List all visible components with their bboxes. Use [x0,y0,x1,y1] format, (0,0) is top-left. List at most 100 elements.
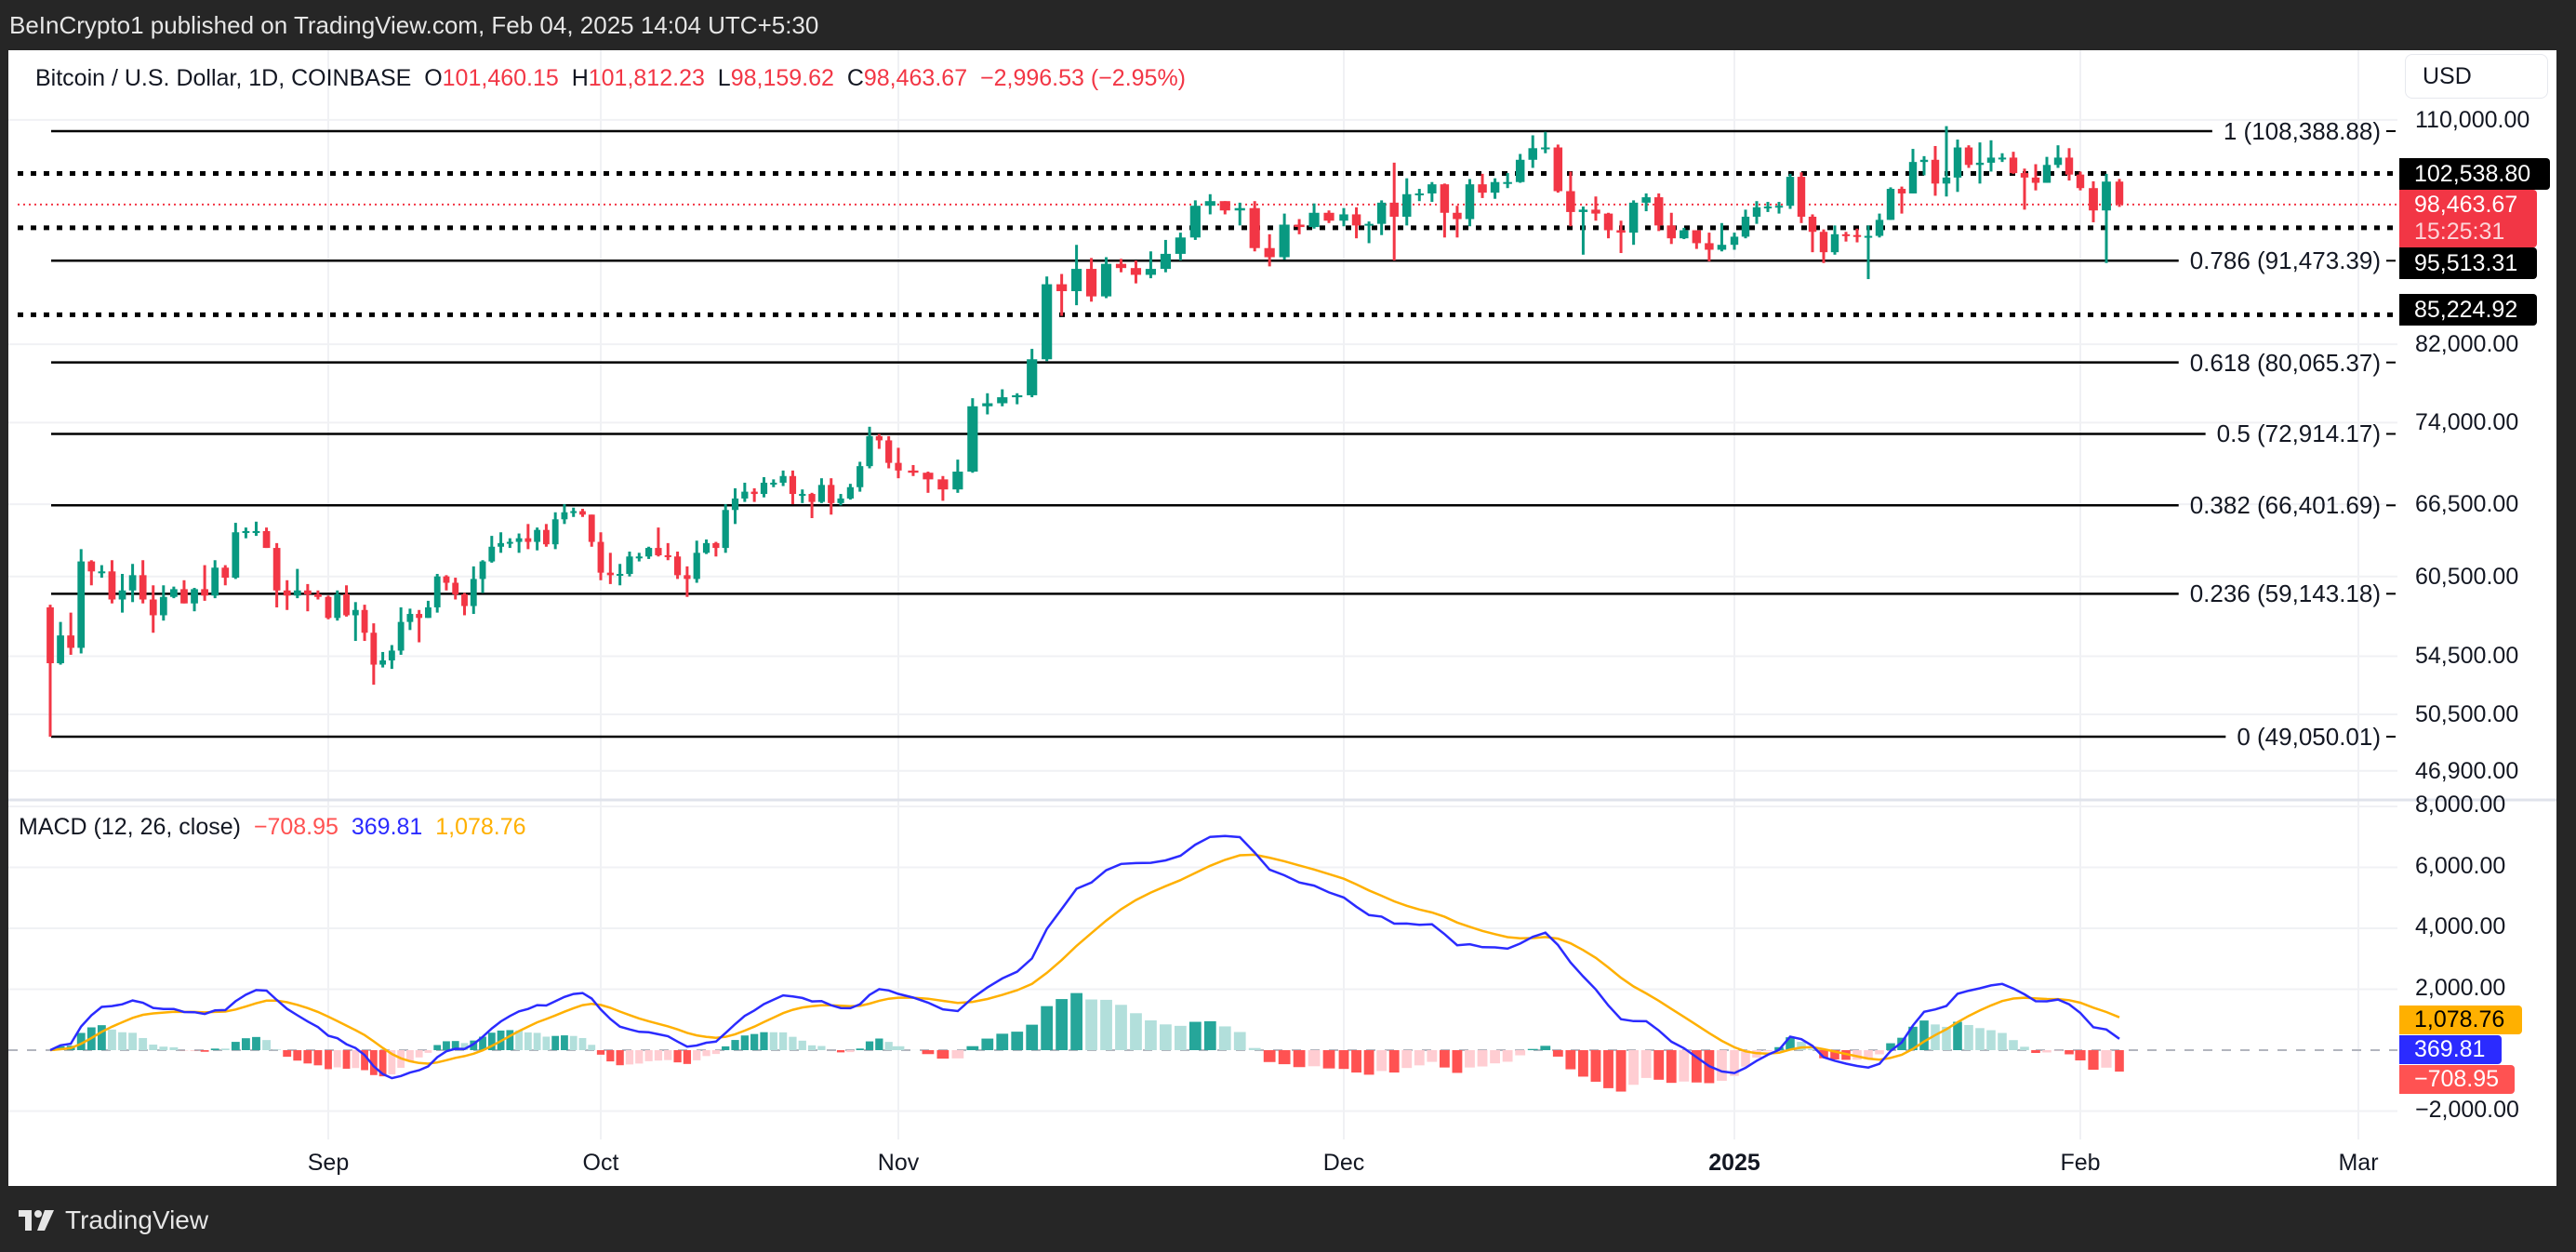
candle[interactable] [846,484,854,500]
candle[interactable] [693,540,700,583]
candle[interactable] [561,504,568,525]
candle[interactable] [1402,178,1412,226]
candle[interactable] [262,527,271,549]
candle[interactable] [731,487,739,525]
candle[interactable] [149,585,157,633]
candle[interactable] [606,553,614,584]
candle[interactable] [1042,276,1053,362]
candle[interactable] [1852,228,1862,243]
candle[interactable] [1603,212,1613,239]
hline-price-label-1[interactable]: 102,538.80 [2399,158,2550,190]
candle[interactable] [1641,193,1651,212]
candle[interactable] [1841,232,1851,242]
candle[interactable] [498,532,504,553]
candle[interactable] [2089,180,2098,222]
candle[interactable] [272,542,281,607]
candle[interactable] [551,512,559,550]
candle[interactable] [808,492,816,519]
candle[interactable] [221,565,230,586]
candle[interactable] [1453,206,1462,238]
candle[interactable] [997,389,1008,406]
candle[interactable] [875,433,883,449]
candle[interactable] [1528,135,1537,168]
candle[interactable] [1797,172,1806,223]
candle[interactable] [1553,144,1563,193]
candle[interactable] [325,595,332,619]
candle[interactable] [1808,214,1817,253]
candle[interactable] [937,475,949,501]
candle[interactable] [1998,153,2007,163]
candle[interactable] [128,564,137,603]
candle[interactable] [1351,206,1361,239]
candle[interactable] [1717,222,1727,252]
candle[interactable] [1741,209,1750,239]
candle[interactable] [1919,155,1929,176]
candle[interactable] [1986,140,1996,172]
candle[interactable] [108,560,116,604]
candle[interactable] [361,605,368,642]
candle[interactable] [856,461,864,492]
candle[interactable] [1875,213,1884,238]
candle[interactable] [1308,203,1320,229]
candle[interactable] [433,574,441,613]
candle[interactable] [343,585,350,617]
candle[interactable] [684,566,691,597]
candle[interactable] [645,546,653,559]
candle[interactable] [1964,145,1973,168]
candle[interactable] [397,606,405,655]
candle[interactable] [967,398,978,473]
candle[interactable] [470,566,477,615]
candle[interactable] [542,524,550,547]
candle[interactable] [702,539,710,554]
candle[interactable] [283,579,291,610]
candle[interactable] [1666,212,1676,245]
candle[interactable] [406,608,414,631]
candle[interactable] [388,645,395,670]
candle[interactable] [2020,168,2029,210]
candle[interactable] [303,583,312,612]
candle[interactable] [1440,183,1450,238]
candle[interactable] [741,482,749,502]
candle[interactable] [673,552,682,579]
candle[interactable] [443,575,450,591]
hline-price-label-2[interactable]: 95,513.31 [2399,247,2537,279]
candle[interactable] [1376,200,1387,235]
candle[interactable] [1774,202,1784,214]
candle[interactable] [1680,227,1689,240]
candle[interactable] [352,602,359,642]
candle[interactable] [1294,219,1305,234]
candle[interactable] [664,542,671,561]
candle[interactable] [1100,257,1112,299]
candle[interactable] [1591,196,1600,221]
candle[interactable] [1515,153,1525,183]
candle[interactable] [1264,233,1275,267]
candle[interactable] [1249,201,1260,252]
candle[interactable] [770,479,777,487]
currency-button[interactable]: USD [2405,54,2548,99]
candle[interactable] [2009,152,2018,174]
candle[interactable] [1628,200,1639,246]
candle[interactable] [77,549,86,654]
candle[interactable] [2053,145,2063,168]
candle[interactable] [1653,193,1664,232]
candle[interactable] [866,426,873,469]
candle[interactable] [57,621,64,665]
candle[interactable] [314,590,322,600]
candle[interactable] [1616,220,1626,254]
candle[interactable] [1975,142,1985,184]
candle[interactable] [1339,207,1348,227]
candle[interactable] [1130,260,1142,284]
candle[interactable] [1056,273,1068,316]
candle[interactable] [828,478,835,515]
candle[interactable] [211,560,219,599]
candle[interactable] [1189,200,1201,240]
candle[interactable] [1705,233,1714,261]
candle[interactable] [180,579,188,604]
candle[interactable] [452,578,459,600]
candle[interactable] [1465,179,1475,227]
candle[interactable] [534,527,541,551]
candle[interactable] [334,590,341,621]
candle[interactable] [1819,229,1828,263]
candle[interactable] [1115,259,1127,273]
candle[interactable] [379,651,387,668]
